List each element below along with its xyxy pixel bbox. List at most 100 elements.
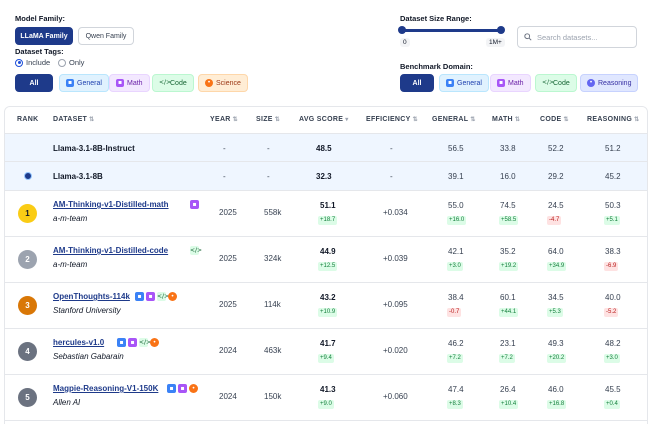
radio-selected-indicator bbox=[15, 58, 23, 67]
domain-reasoning-button[interactable]: • Reasoning bbox=[580, 74, 639, 92]
domain-code-button[interactable]: </> Code bbox=[535, 74, 577, 92]
reference-row-instruct: Llama-3.1-8B-Instruct - - 48.5 - 56.5 33… bbox=[5, 134, 647, 162]
domain-reasoning-label: Reasoning bbox=[598, 79, 632, 87]
tag-code-button[interactable]: </> Code bbox=[152, 74, 194, 92]
dataset-tag-icons: ▪ bbox=[190, 200, 199, 209]
math-cell: 23.1 bbox=[500, 339, 516, 348]
avg-score-delta: +12.5 bbox=[318, 262, 338, 271]
only-radio[interactable]: Only bbox=[58, 58, 84, 67]
tag-science-button[interactable]: • Science bbox=[198, 74, 248, 92]
tag-general-button[interactable]: ▪ General bbox=[59, 74, 109, 92]
code-delta: +20.2 bbox=[547, 354, 567, 363]
year-cell: 2025 bbox=[219, 300, 237, 309]
search-box[interactable] bbox=[517, 26, 637, 48]
rank-badge: 4 bbox=[18, 342, 37, 361]
domain-all-button[interactable]: All bbox=[400, 74, 434, 92]
reasoning-cell: 40.0 bbox=[605, 293, 621, 302]
avg-score-cell: 51.1 bbox=[320, 201, 336, 210]
table-row[interactable]: 2 AM-Thinking-v1-Distilled-code </> a-m-tea… bbox=[5, 237, 647, 283]
sort-icon: ⇅ bbox=[89, 117, 95, 123]
reasoning-cell: 45.2 bbox=[605, 172, 621, 181]
general-delta: +3.0 bbox=[447, 262, 463, 271]
size-range-max-handle[interactable] bbox=[497, 26, 505, 34]
dataset-link[interactable]: OpenThoughts-114k bbox=[53, 292, 130, 301]
table-row[interactable]: 4 hercules-v1.0 ▪ ▪ </> • Sebastian Gabarain 20… bbox=[5, 329, 647, 375]
code-cell: 46.0 bbox=[548, 385, 564, 394]
leaderboard-table: RANK DATASET ⇅ YEAR ⇅ SIZE ⇅ AVG SCORE ▾ EFF… bbox=[4, 106, 648, 424]
avg-score-cell: 43.2 bbox=[320, 293, 336, 302]
reasoning-delta: -6.9 bbox=[604, 262, 619, 271]
domain-general-button[interactable]: ▪ General bbox=[439, 74, 489, 92]
efficiency-cell: +0.060 bbox=[383, 392, 408, 401]
size-cell: 150k bbox=[264, 392, 282, 401]
dataset-author: a-m-team bbox=[53, 214, 88, 223]
efficiency-cell: +0.095 bbox=[383, 300, 408, 309]
general-delta: +7.2 bbox=[447, 354, 463, 363]
include-radio[interactable]: Include bbox=[15, 58, 50, 67]
size-min-value: 0 bbox=[400, 38, 410, 47]
reference-row-base: Llama-3.1-8B - - 32.3 - 39.1 16.0 29.2 4… bbox=[5, 162, 647, 191]
code-cell: 34.5 bbox=[548, 293, 564, 302]
include-label: Include bbox=[26, 58, 51, 67]
general-delta: +16.0 bbox=[447, 216, 467, 225]
header-size[interactable]: SIZE ⇅ bbox=[256, 116, 281, 123]
header-avg-score[interactable]: AVG SCORE ▾ bbox=[299, 116, 349, 123]
size-max-value: 1M+ bbox=[486, 38, 505, 47]
qwen-family-button[interactable]: Qwen Family bbox=[78, 27, 134, 45]
code-delta: -4.7 bbox=[547, 216, 562, 225]
dataset-size-label: Dataset Size Range: bbox=[400, 14, 472, 23]
lightbulb-icon: • bbox=[587, 79, 595, 87]
calculator-icon: ▪ bbox=[497, 79, 505, 87]
base-model-marker bbox=[24, 172, 32, 180]
avg-score-cell: 41.7 bbox=[320, 339, 336, 348]
reasoning-cell: 38.3 bbox=[605, 247, 621, 256]
math-cell: 33.8 bbox=[500, 144, 516, 153]
table-row[interactable]: 1 AM-Thinking-v1-Distilled-math ▪ a-m-team 2… bbox=[5, 191, 647, 237]
reasoning-delta: +0.4 bbox=[604, 400, 620, 409]
math-delta: +7.2 bbox=[499, 354, 515, 363]
math-cell: 35.2 bbox=[500, 247, 516, 256]
calculator-icon: ▪ bbox=[178, 384, 187, 393]
tag-math-button[interactable]: ▪ Math bbox=[109, 74, 150, 92]
calculator-icon: ▪ bbox=[146, 292, 155, 301]
calculator-icon: ▪ bbox=[190, 200, 199, 209]
reasoning-cell: 51.2 bbox=[605, 144, 621, 153]
book-icon: ▪ bbox=[135, 292, 144, 301]
avg-score-delta: +10.9 bbox=[318, 308, 338, 317]
math-delta: +44.1 bbox=[499, 308, 519, 317]
dataset-author: Allen AI bbox=[53, 398, 81, 407]
search-input[interactable] bbox=[537, 32, 627, 42]
size-cell: - bbox=[267, 172, 270, 181]
tag-all-button[interactable]: All bbox=[15, 74, 53, 92]
code-delta: +5.3 bbox=[547, 308, 563, 317]
dataset-tag-icons: ▪ ▪ </> • bbox=[117, 338, 159, 347]
search-icon bbox=[524, 33, 532, 41]
size-range-track[interactable] bbox=[402, 29, 501, 32]
code-icon: </> bbox=[159, 79, 172, 86]
header-rank[interactable]: RANK bbox=[17, 116, 39, 123]
llama-family-button[interactable]: LLaMA Family bbox=[15, 27, 73, 45]
domain-math-button[interactable]: ▪ Math bbox=[490, 74, 531, 92]
calculator-icon: ▪ bbox=[116, 79, 124, 87]
header-general[interactable]: GENERAL ⇅ bbox=[432, 116, 476, 123]
size-cell: 463k bbox=[264, 346, 282, 355]
size-cell: - bbox=[267, 144, 270, 153]
dataset-link[interactable]: hercules-v1.0 bbox=[53, 338, 105, 347]
header-year[interactable]: YEAR ⇅ bbox=[210, 116, 238, 123]
dataset-tag-icons: ▪ ▪ </> • bbox=[135, 292, 177, 301]
header-dataset[interactable]: DATASET ⇅ bbox=[53, 116, 95, 123]
header-efficiency[interactable]: EFFICIENCY ⇅ bbox=[366, 116, 418, 123]
table-row[interactable]: 3 OpenThoughts-114k ▪ ▪ </> • Stanford Univers… bbox=[5, 283, 647, 329]
size-range-min-handle[interactable] bbox=[398, 26, 406, 34]
dataset-link[interactable]: Magpie-Reasoning-V1-150K bbox=[53, 384, 159, 393]
tag-general-label: General bbox=[77, 79, 102, 87]
code-icon: </> bbox=[157, 292, 170, 301]
table-row[interactable]: 5 Magpie-Reasoning-V1-150K ▪ ▪ • Allen AI 2024… bbox=[5, 375, 647, 421]
dataset-link[interactable]: AM-Thinking-v1-Distilled-math bbox=[53, 200, 169, 209]
dataset-link[interactable]: AM-Thinking-v1-Distilled-code bbox=[53, 246, 169, 255]
header-math[interactable]: MATH ⇅ bbox=[492, 116, 521, 123]
header-reasoning[interactable]: REASONING ⇅ bbox=[587, 116, 640, 123]
dataset-author: a-m-team bbox=[53, 260, 88, 269]
dataset-name: Llama-3.1-8B-Instruct bbox=[53, 144, 135, 153]
header-code[interactable]: CODE ⇅ bbox=[540, 116, 569, 123]
